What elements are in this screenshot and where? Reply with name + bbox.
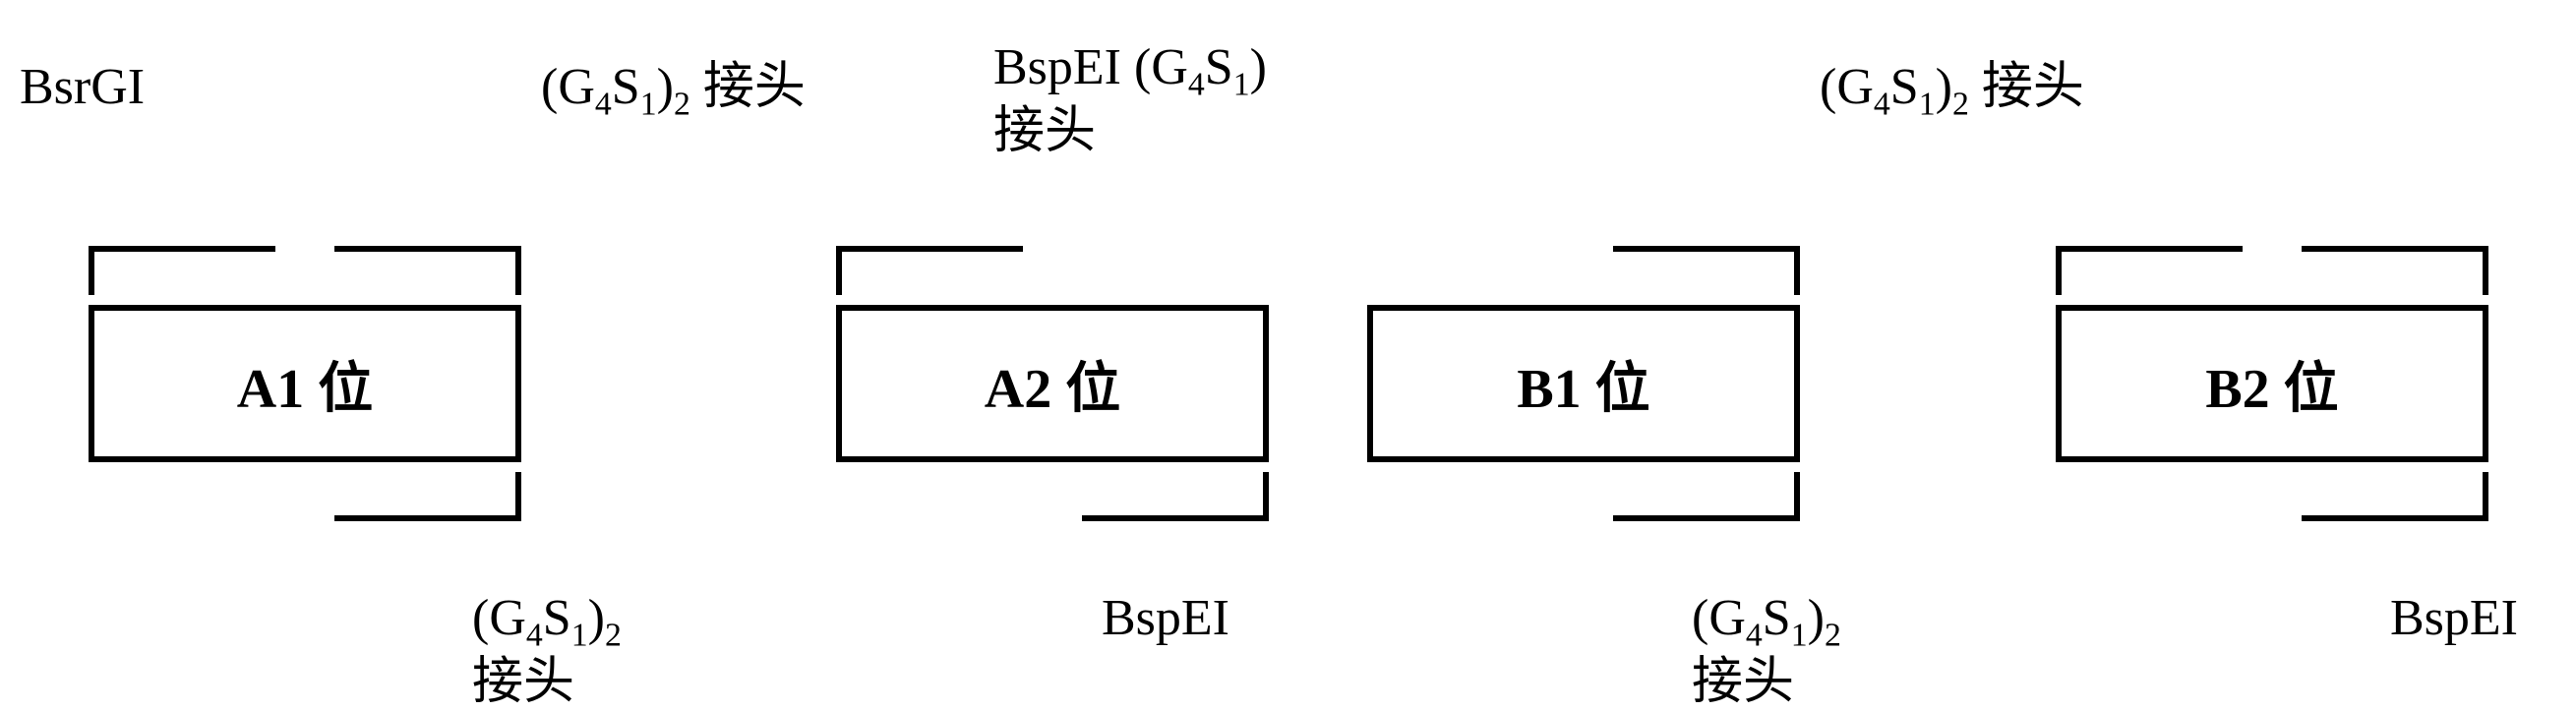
bracket-bottom	[1613, 472, 1800, 521]
bracket-bottom	[1082, 472, 1269, 521]
bracket-top	[334, 246, 521, 295]
position-box-b1: B1 位	[1367, 305, 1800, 462]
annotation-t3: BspEI (G4S1)接头	[993, 39, 1267, 159]
annotation-b4: BspEI	[2390, 590, 2518, 646]
annotation-b3: (G4S1)2接头	[1692, 590, 1841, 710]
bracket-top	[1613, 246, 1800, 295]
annotation-t2: (G4S1)2 接头	[541, 59, 806, 123]
bracket-bottom	[2302, 472, 2488, 521]
bracket-top	[2056, 246, 2243, 295]
bracket-top	[89, 246, 275, 295]
box-label: B1 位	[1517, 344, 1649, 424]
bracket-bottom	[334, 472, 521, 521]
position-box-a2: A2 位	[836, 305, 1269, 462]
annotation-b1: (G4S1)2接头	[472, 590, 622, 710]
box-label: A1 位	[237, 344, 373, 424]
box-label: A2 位	[985, 344, 1120, 424]
bracket-top	[2302, 246, 2488, 295]
linker-diagram: A1 位 A2 位 B1 位 B2 位 BsrGI (G4S1)2 接头 BspEI (G4…	[20, 39, 2557, 669]
annotation-t4: (G4S1)2 接头	[1820, 59, 2084, 123]
box-label: B2 位	[2205, 344, 2338, 424]
position-box-b2: B2 位	[2056, 305, 2488, 462]
annotation-b2: BspEI	[1102, 590, 1229, 646]
position-box-a1: A1 位	[89, 305, 521, 462]
bracket-top	[836, 246, 1023, 295]
annotation-t1: BsrGI	[20, 59, 145, 115]
